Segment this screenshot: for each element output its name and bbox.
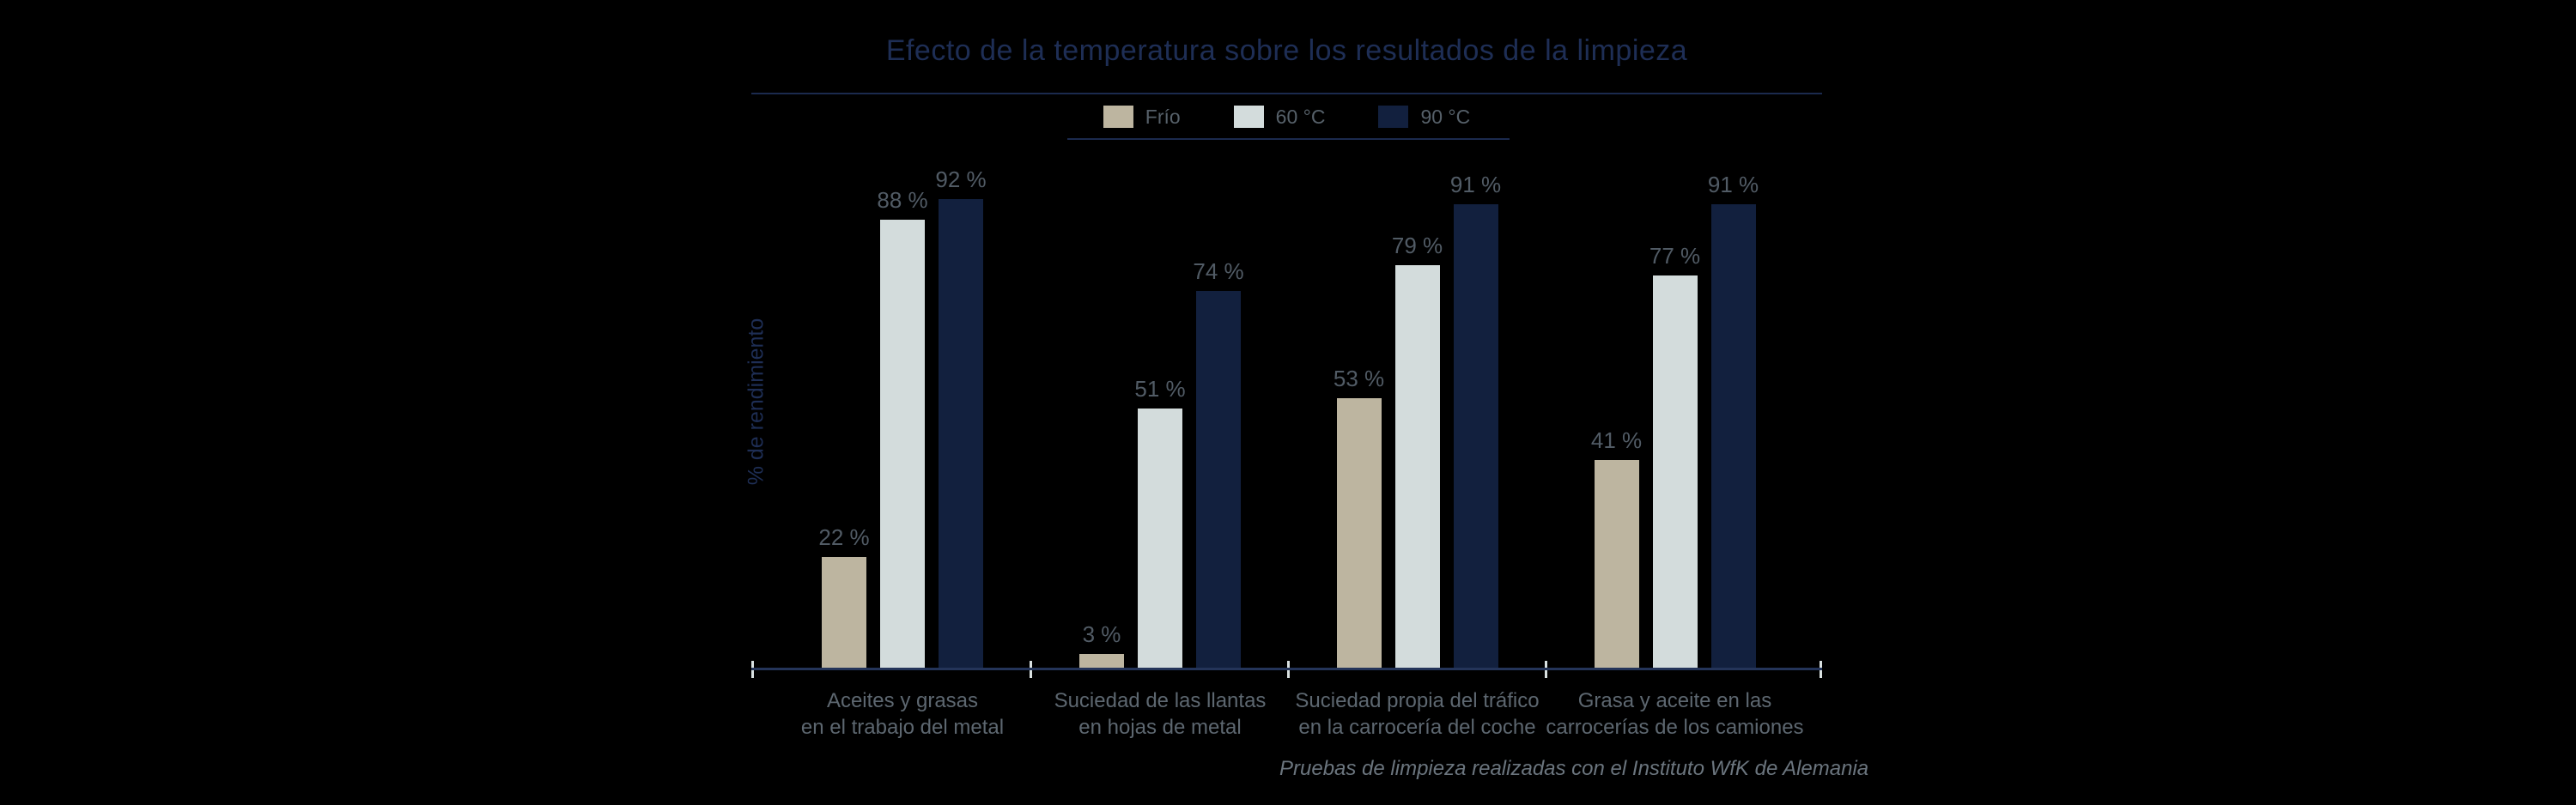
legend-color-swatch (1378, 106, 1409, 128)
chart-footnote: Pruebas de limpieza realizadas con el In… (1279, 757, 1869, 780)
x-axis-line (751, 668, 1822, 670)
bar-value-label: 91 % (1707, 172, 1759, 197)
bar-value-label: 51 % (1134, 376, 1186, 402)
bar-value-label: 92 % (935, 166, 987, 192)
bar-60 °C-cat1 (880, 220, 925, 669)
legend-label: Frío (1145, 105, 1181, 128)
legend-label: 60 °C (1275, 105, 1326, 128)
category-label: Suciedad de las llantas en hojas de meta… (1054, 689, 1267, 739)
bar-90 °C-cat4 (1710, 204, 1756, 669)
bar-90 °C-cat3 (1453, 204, 1498, 669)
legend: Frío 60 °C 90 °C (751, 104, 1822, 130)
bar-90 °C-cat1 (939, 199, 983, 669)
bar-value-label: 88 % (877, 187, 928, 213)
bar-value-label: 77 % (1649, 243, 1701, 269)
legend-item: Frío (1103, 106, 1181, 129)
bar-90 °C-cat2 (1196, 291, 1241, 669)
title-separator-line (751, 93, 1822, 94)
bar-60 °C-cat2 (1138, 409, 1182, 669)
legend-label: 90 °C (1420, 105, 1471, 128)
bar-value-label: 41 % (1590, 427, 1643, 453)
legend-color-swatch (1103, 106, 1133, 128)
category-label: Grasa y aceite en las carrocerías de los… (1546, 689, 1804, 739)
bar-value-label: 91 % (1449, 172, 1502, 197)
y-axis-label: % de rendimiento (744, 318, 769, 486)
legend-item: 90 °C (1378, 106, 1470, 129)
category-label: Aceites y grasas en el trabajo del metal (800, 689, 1005, 739)
legend-separator-line (1067, 138, 1510, 140)
bar-value-label: 22 % (818, 524, 870, 550)
bar-value-label: 74 % (1193, 258, 1244, 284)
legend-item: 60 °C (1233, 105, 1326, 129)
bar-60 °C-cat4 (1652, 275, 1698, 669)
bar-value-label: 79 % (1391, 233, 1443, 258)
bar-60 °C-cat3 (1394, 265, 1440, 669)
chart-title: Efecto de la temperatura sobre los resul… (885, 34, 1688, 67)
bar-Frío-cat2 (1079, 654, 1124, 669)
bar-value-label: 3 % (1082, 621, 1121, 647)
bar-Frío-cat4 (1594, 460, 1639, 669)
bar-Frío-cat1 (822, 557, 866, 669)
category-label: Suciedad propia del tráfico en la carroc… (1295, 689, 1540, 739)
bar-Frío-cat3 (1336, 398, 1382, 669)
bar-value-label: 53 % (1333, 366, 1385, 391)
legend-color-swatch (1233, 106, 1264, 128)
